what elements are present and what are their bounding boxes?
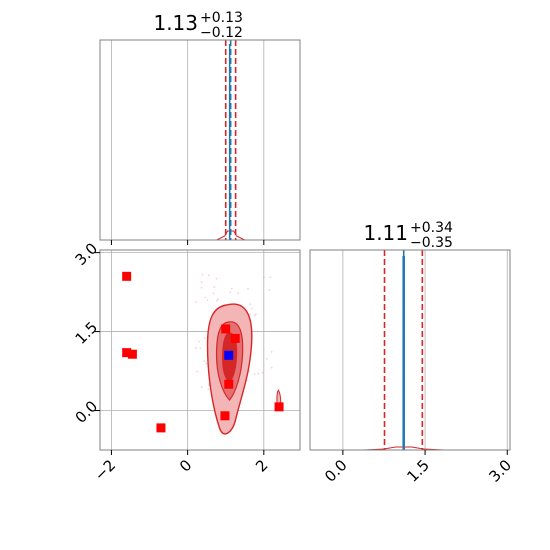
sample-point <box>253 373 256 376</box>
sample-point <box>207 274 210 277</box>
title-upper-error: +0.34 <box>410 220 453 236</box>
sample-point <box>270 350 273 353</box>
y-tick-label: 0.0 <box>72 397 102 427</box>
sample-point <box>248 313 251 316</box>
sample-point <box>200 281 203 284</box>
sample-point <box>266 357 268 360</box>
axes-frame <box>309 249 511 451</box>
x-tick-label: −2 <box>91 456 119 484</box>
x-tick-label: 0.0 <box>321 456 351 486</box>
red-marker <box>274 402 284 412</box>
sample-point <box>215 277 218 280</box>
x-tick-label: 0 <box>176 456 195 475</box>
sample-point <box>263 276 265 279</box>
red-marker <box>221 324 231 334</box>
sample-point <box>237 292 240 295</box>
sample-point <box>207 388 210 391</box>
blue-marker <box>224 350 234 360</box>
sample-point <box>199 347 202 350</box>
sample-point <box>213 286 216 289</box>
title-lower-error: −0.35 <box>410 235 453 251</box>
sample-point <box>247 287 249 290</box>
sample-point <box>207 384 210 387</box>
title-upper-error: +0.13 <box>200 10 243 26</box>
sample-point <box>230 287 233 290</box>
sample-point <box>205 362 208 365</box>
title-value: 1.13 <box>153 11 198 35</box>
x-tick-label: 2 <box>252 456 271 475</box>
sample-point <box>255 312 257 315</box>
sample-point <box>246 379 249 382</box>
red-marker <box>220 411 230 421</box>
sample-point <box>204 296 207 299</box>
sample-point <box>250 307 253 310</box>
axes-frame <box>99 39 301 241</box>
sample-point <box>249 303 252 306</box>
red-marker <box>224 379 234 389</box>
sample-point <box>269 276 272 279</box>
sample-point <box>195 301 197 303</box>
title-value: 1.11 <box>363 221 408 245</box>
y-tick-label: 3.0 <box>72 239 102 269</box>
sample-point <box>268 288 271 291</box>
red-marker <box>127 349 137 359</box>
red-marker <box>122 271 132 281</box>
red-marker <box>230 333 240 343</box>
panel-title-top: 1.13 +0.13−0.12 <box>153 10 242 41</box>
sample-point <box>196 370 199 373</box>
x-tick-label: 3.0 <box>485 456 515 486</box>
sample-point <box>206 299 209 301</box>
sample-point <box>200 286 203 289</box>
sample-point <box>203 337 206 339</box>
sample-point <box>254 314 256 317</box>
contour-group <box>206 303 282 435</box>
title-lower-error: −0.12 <box>200 25 243 41</box>
sample-point <box>261 371 264 374</box>
sample-point <box>201 273 204 276</box>
sample-point <box>270 366 273 369</box>
x-tick-label: 1.5 <box>403 456 433 486</box>
red-marker <box>122 348 132 358</box>
sample-point <box>203 360 206 363</box>
red-marker <box>156 423 166 433</box>
sample-point <box>194 346 197 349</box>
sample-point <box>217 298 219 300</box>
y-tick-label: 1.5 <box>72 318 102 348</box>
sample-point <box>229 291 232 294</box>
sample-point <box>198 340 200 343</box>
sample-point <box>257 372 260 375</box>
sample-point <box>215 299 218 302</box>
panel-title-right: 1.11 +0.34−0.35 <box>363 220 453 251</box>
sample-point <box>200 386 203 388</box>
axes-frame <box>99 249 301 451</box>
sample-point <box>212 292 215 295</box>
histogram-step-red <box>100 230 300 241</box>
